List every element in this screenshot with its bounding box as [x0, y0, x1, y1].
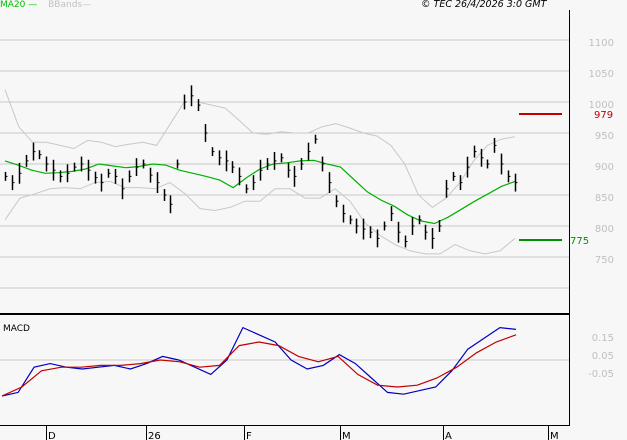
legend-ma20: MA20 —: [0, 0, 38, 10]
support-resistance-levels: 979 775: [519, 110, 613, 247]
x-axis: D 26 F M A M: [46, 426, 559, 440]
price-grid: [0, 39, 569, 289]
x-tick-label: D: [48, 431, 56, 440]
resistance-label: 979: [594, 110, 613, 121]
legend-bbands: BBands—: [48, 0, 92, 10]
bollinger-bands: [4, 89, 516, 255]
price-tick-label: 1000: [589, 100, 614, 111]
ohlc-bars: [4, 85, 518, 249]
price-tick-label: 1050: [589, 69, 614, 80]
macd-panel: MACD 0.15 0.05 -0.05: [0, 324, 614, 397]
price-tick-label: 750: [595, 255, 614, 266]
support-label: 775: [570, 236, 589, 247]
x-tick-label: A: [445, 431, 452, 440]
bband-lower: [4, 180, 516, 255]
price-tick-label: 850: [595, 193, 614, 204]
x-tick-label: F: [246, 431, 252, 440]
signal-line: [1, 334, 517, 397]
macd-tick-label: 0.15: [592, 333, 614, 344]
price-axis-labels: 1100 1050 1000 950 900 850 800 750: [589, 38, 614, 266]
price-tick-label: 1100: [589, 38, 614, 49]
price-tick-label: 950: [595, 131, 614, 142]
chart-legend: MA20 — BBands—: [0, 0, 91, 11]
copyright-timestamp: © TEC 26/4/2026 3:0 GMT: [421, 0, 547, 10]
price-tick-label: 800: [595, 224, 614, 235]
x-tick-label: M: [342, 431, 351, 440]
x-tick-label: 26: [148, 431, 161, 440]
macd-tick-label: -0.05: [588, 369, 614, 380]
macd-line: [1, 326, 517, 397]
price-tick-label: 900: [595, 162, 614, 173]
chart-frame: [0, 10, 570, 426]
macd-tick-label: 0.05: [592, 351, 614, 362]
bband-upper: [4, 89, 516, 209]
x-tick-label: M: [550, 431, 559, 440]
macd-title: MACD: [3, 324, 30, 334]
